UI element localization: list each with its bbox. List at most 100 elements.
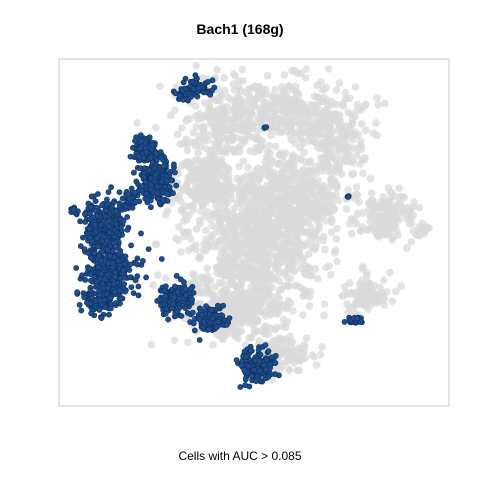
background-cell-point bbox=[185, 115, 194, 123]
background-cell-point bbox=[301, 74, 310, 82]
background-cell-point bbox=[312, 361, 321, 369]
background-cell-point bbox=[223, 237, 231, 245]
background-cell-point bbox=[307, 121, 316, 129]
background-cell-point bbox=[374, 101, 383, 109]
background-cell-point bbox=[229, 263, 237, 272]
background-cell-point bbox=[354, 130, 363, 139]
background-cell-point bbox=[268, 177, 277, 186]
background-cell-point bbox=[272, 344, 281, 353]
active-cell-point bbox=[265, 373, 272, 380]
background-cell-point bbox=[265, 277, 274, 286]
active-cell-point bbox=[103, 291, 110, 298]
active-cell-point bbox=[200, 318, 207, 325]
background-cell-point bbox=[345, 94, 354, 102]
active-cell-point bbox=[207, 91, 214, 98]
background-cell-point bbox=[154, 271, 162, 279]
active-cell-point bbox=[189, 296, 195, 303]
active-cell-point bbox=[152, 172, 159, 178]
active-cell-point bbox=[253, 378, 259, 384]
background-cell-point bbox=[226, 280, 234, 289]
background-cell-point bbox=[224, 93, 233, 102]
background-cell-point bbox=[288, 215, 297, 223]
background-cell-point bbox=[190, 175, 199, 184]
active-cell-point bbox=[265, 348, 272, 354]
background-cell-point bbox=[377, 197, 386, 206]
background-cell-point bbox=[254, 134, 263, 142]
background-cell-point bbox=[276, 211, 284, 220]
active-cell-point bbox=[138, 138, 145, 145]
active-cell-point bbox=[143, 149, 150, 156]
background-cell-point bbox=[391, 204, 400, 212]
background-cell-point bbox=[265, 258, 274, 266]
background-cell-point bbox=[192, 195, 200, 203]
background-cell-point bbox=[293, 183, 302, 192]
active-cell-point bbox=[130, 169, 137, 176]
background-cell-point bbox=[217, 91, 226, 99]
background-cell-point bbox=[286, 250, 295, 258]
background-cell-point bbox=[267, 310, 275, 319]
background-cell-point bbox=[179, 217, 188, 225]
background-cell-point bbox=[245, 91, 254, 100]
background-cell-point bbox=[221, 213, 230, 222]
active-cell-point bbox=[187, 286, 194, 292]
background-cell-point bbox=[335, 79, 344, 87]
background-cell-point bbox=[279, 231, 288, 239]
background-cell-point bbox=[350, 144, 358, 152]
background-cell-point bbox=[274, 303, 282, 312]
background-cell-point bbox=[173, 130, 182, 139]
background-cell-point bbox=[192, 61, 200, 70]
background-cell-point bbox=[235, 313, 243, 321]
background-cell-point bbox=[219, 259, 228, 268]
background-cell-point bbox=[298, 128, 306, 137]
background-cell-point bbox=[156, 82, 164, 91]
background-cell-point bbox=[202, 235, 210, 243]
background-cell-point bbox=[272, 223, 280, 231]
active-cell-point bbox=[182, 286, 189, 293]
background-cell-point bbox=[184, 228, 193, 237]
active-cell-point bbox=[161, 287, 168, 294]
background-cell-point bbox=[179, 160, 188, 168]
background-cell-point bbox=[357, 287, 366, 295]
background-cell-point bbox=[249, 307, 258, 316]
background-cell-point bbox=[383, 288, 391, 296]
background-cell-point bbox=[261, 247, 270, 255]
background-cell-point bbox=[347, 229, 356, 238]
background-cell-point bbox=[210, 123, 219, 132]
active-cell-point bbox=[127, 274, 134, 281]
active-cell-point bbox=[173, 182, 180, 189]
background-cell-point bbox=[384, 184, 393, 192]
background-cell-point bbox=[357, 145, 366, 154]
background-cell-point bbox=[133, 119, 141, 127]
background-cell-point bbox=[415, 203, 424, 212]
active-cell-point bbox=[90, 214, 97, 221]
background-cell-point bbox=[366, 202, 375, 210]
background-cell-point bbox=[269, 235, 278, 244]
background-cell-point bbox=[205, 184, 213, 193]
background-cell-point bbox=[292, 222, 300, 230]
active-cell-point bbox=[139, 257, 146, 264]
background-cell-point bbox=[221, 243, 230, 252]
active-cell-point bbox=[160, 163, 167, 170]
background-cell-point bbox=[200, 127, 208, 135]
active-cell-point bbox=[121, 281, 127, 287]
background-cell-point bbox=[210, 171, 219, 180]
active-cell-point bbox=[190, 320, 197, 327]
background-cell-point bbox=[313, 81, 322, 89]
background-cell-point bbox=[254, 213, 263, 221]
background-cell-point bbox=[152, 123, 160, 132]
background-cell-point bbox=[178, 124, 186, 132]
active-cell-point bbox=[88, 310, 95, 317]
active-cell-point bbox=[245, 363, 252, 369]
background-cell-point bbox=[386, 268, 394, 277]
background-cell-point bbox=[286, 204, 294, 212]
active-cell-point bbox=[256, 367, 263, 374]
background-cell-point bbox=[345, 150, 354, 159]
background-cell-point bbox=[195, 110, 204, 118]
background-cell-point bbox=[342, 141, 351, 149]
active-cell-point bbox=[98, 315, 105, 321]
background-cell-point bbox=[299, 311, 307, 319]
background-cell-point bbox=[328, 218, 336, 226]
active-cell-point bbox=[138, 183, 145, 189]
background-cell-point bbox=[315, 117, 323, 126]
background-cell-point bbox=[292, 107, 301, 116]
